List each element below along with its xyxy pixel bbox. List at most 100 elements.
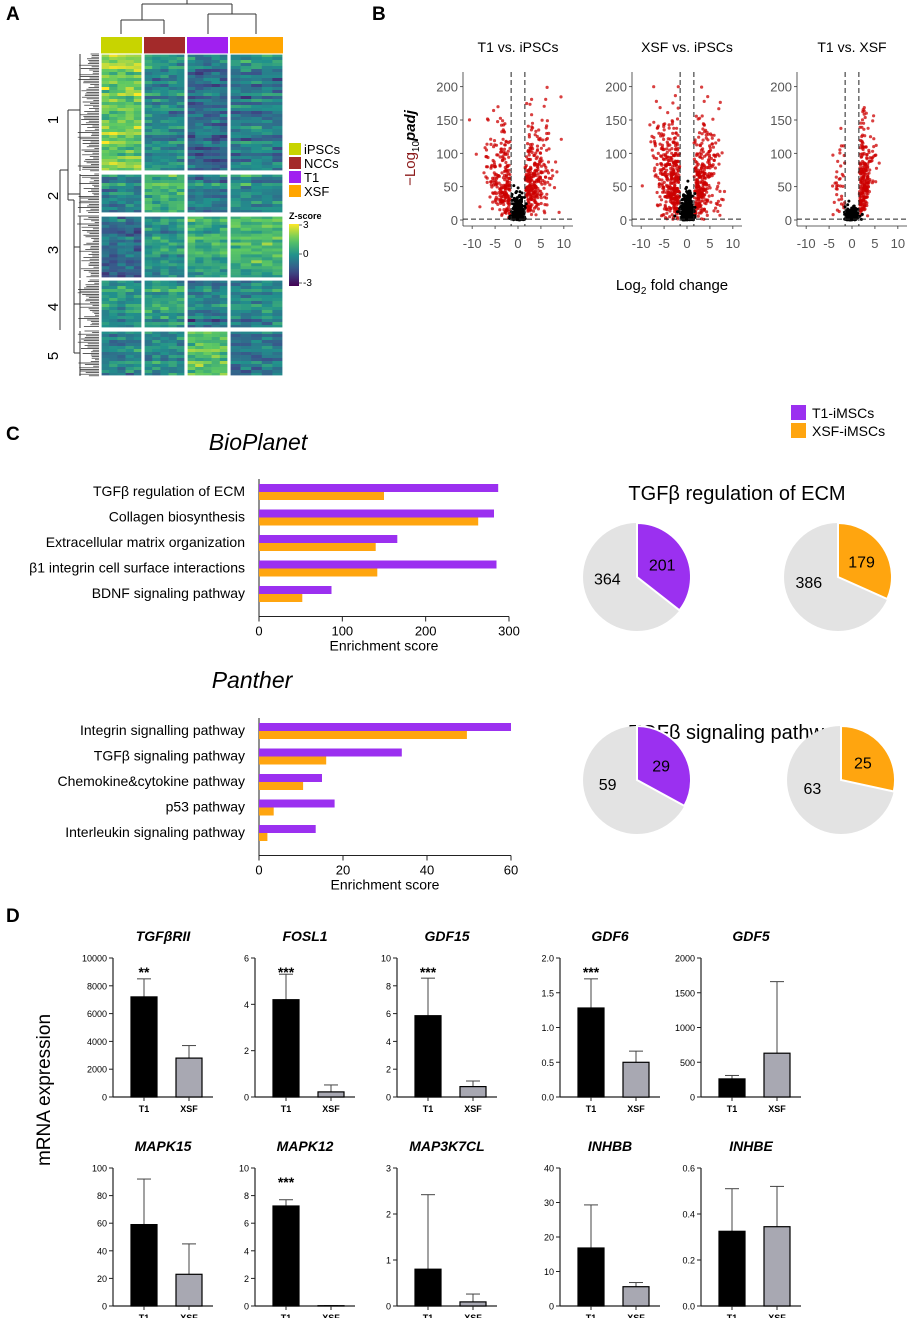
heatmap-cell bbox=[133, 141, 143, 145]
volcano-point-sig bbox=[703, 201, 707, 205]
heatmap-cell bbox=[203, 304, 212, 308]
heatmap-cell bbox=[101, 334, 110, 338]
heatmap-cell bbox=[230, 192, 241, 196]
heatmap-cell bbox=[211, 227, 221, 232]
heatmap-cell bbox=[109, 289, 118, 293]
expression-bar-XSF bbox=[317, 1091, 345, 1098]
volcano-point-sig bbox=[506, 195, 510, 199]
heatmap-cell bbox=[261, 60, 273, 64]
category-label: T1 bbox=[139, 1313, 150, 1318]
heatmap-cell bbox=[144, 90, 153, 94]
volcano-point-sig bbox=[837, 198, 841, 202]
heatmap-cell bbox=[261, 135, 273, 139]
heatmap-cell bbox=[219, 204, 229, 208]
heatmap-cell bbox=[203, 99, 212, 103]
heatmap-cell bbox=[133, 236, 143, 240]
heatmap-cell bbox=[144, 325, 153, 329]
heatmap-cell bbox=[144, 298, 153, 302]
heatmap-cell bbox=[133, 352, 143, 356]
heatmap-cell bbox=[117, 343, 126, 347]
heatmap-cell bbox=[195, 78, 204, 82]
heatmap-cell bbox=[219, 239, 229, 243]
heatmap-cell bbox=[109, 54, 118, 58]
heatmap-cell bbox=[261, 96, 273, 100]
panther-title: Panther bbox=[212, 667, 294, 693]
heatmap-cell bbox=[117, 251, 126, 255]
heatmap-cell bbox=[101, 304, 110, 308]
heatmap-cell bbox=[203, 183, 212, 187]
heatmap-cell bbox=[187, 367, 196, 371]
volcano-point-sig bbox=[500, 213, 504, 217]
volcano-point-ns bbox=[516, 186, 520, 190]
heatmap-cell bbox=[240, 269, 252, 273]
heatmap-cell bbox=[203, 132, 212, 136]
volcano-point-sig bbox=[704, 153, 709, 157]
volcano-point-sig bbox=[504, 160, 508, 165]
heatmap-cell bbox=[195, 183, 204, 187]
heatmap-cell bbox=[251, 75, 263, 79]
heatmap-cell bbox=[117, 189, 126, 193]
pie-top-title: TGFβ regulation of ECM bbox=[628, 483, 845, 505]
heatmap-cell bbox=[133, 207, 143, 211]
heatmap-cell bbox=[117, 147, 126, 151]
heatmap-cell bbox=[272, 313, 284, 317]
volcano-y-tick-label: 150 bbox=[436, 113, 458, 128]
heatmap-cell bbox=[101, 242, 110, 246]
heatmap-cell bbox=[117, 198, 126, 202]
heatmap-cell bbox=[261, 221, 273, 226]
volcano-point-sig bbox=[665, 147, 669, 151]
heatmap-cell bbox=[211, 263, 221, 267]
heatmap-cell bbox=[125, 186, 135, 190]
volcano-point-sig bbox=[534, 213, 538, 217]
heatmap-cell bbox=[230, 96, 241, 100]
heatmap-cell bbox=[240, 286, 252, 290]
heatmap-cell bbox=[195, 230, 204, 235]
heatmap-cell bbox=[101, 54, 110, 58]
heatmap-cell bbox=[101, 156, 110, 160]
volcano-point-sig bbox=[503, 169, 507, 173]
heatmap-cell bbox=[272, 159, 284, 163]
colorbar-title: Z-score bbox=[289, 211, 322, 221]
heatmap-cell bbox=[251, 343, 263, 347]
heatmap-cell bbox=[117, 325, 126, 329]
volcano-point-sig bbox=[492, 160, 496, 164]
heatmap-cell bbox=[219, 192, 229, 196]
heatmap-cell bbox=[144, 129, 153, 133]
volcano-point-sig bbox=[530, 113, 534, 117]
heatmap-cell bbox=[261, 310, 273, 314]
heatmap-cell bbox=[101, 192, 110, 196]
heatmap-cell bbox=[109, 230, 118, 235]
heatmap-cell bbox=[109, 346, 118, 350]
volcano-point-sig bbox=[524, 155, 529, 159]
heatmap-cell bbox=[160, 254, 169, 258]
heatmap-cell bbox=[133, 81, 143, 85]
heatmap-cell bbox=[211, 63, 221, 67]
expression-bar-T1 bbox=[130, 1223, 158, 1307]
heatmap-cell bbox=[272, 147, 284, 151]
heatmap-cell bbox=[240, 150, 252, 154]
heatmap-cell bbox=[176, 263, 186, 267]
heatmap-cell bbox=[168, 126, 178, 130]
volcano-point-sig bbox=[662, 153, 666, 157]
heatmap-cell bbox=[219, 316, 229, 320]
heatmap-cell bbox=[219, 78, 229, 82]
volcano-point-sig bbox=[712, 158, 716, 162]
heatmap-cell bbox=[101, 352, 110, 356]
heatmap-cell bbox=[125, 66, 135, 70]
heatmap-cell bbox=[203, 224, 212, 229]
heatmap-cell bbox=[240, 310, 252, 314]
heatmap-cell bbox=[230, 135, 241, 139]
gene-y-tick-label: 0.5 bbox=[541, 1058, 554, 1068]
heatmap-cell bbox=[187, 245, 196, 249]
heatmap-cell bbox=[125, 216, 135, 220]
heatmap-cell bbox=[152, 183, 161, 187]
heatmap-cell bbox=[160, 313, 169, 317]
heatmap-cell bbox=[109, 156, 118, 160]
heatmap-cell bbox=[251, 150, 263, 154]
heatmap-cell bbox=[219, 201, 229, 205]
heatmap-cell bbox=[109, 224, 118, 229]
heatmap-cell bbox=[219, 304, 229, 308]
heatmap-cell bbox=[230, 221, 241, 226]
